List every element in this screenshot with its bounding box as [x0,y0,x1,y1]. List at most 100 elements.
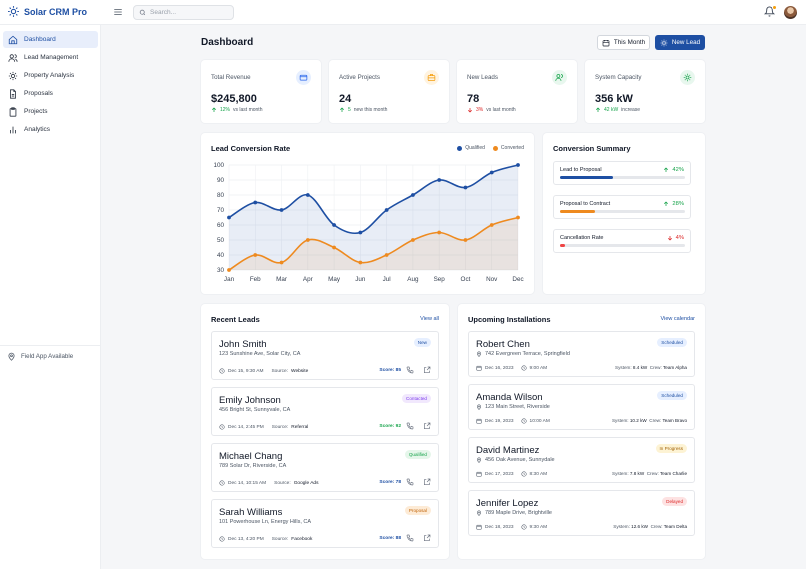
new-lead-label: New Lead [671,39,701,46]
sidebar-item-lead-management[interactable]: Lead Management [3,49,98,66]
lead-score: Score: 92 [379,424,401,429]
system-size: 10.2 kW [629,418,647,423]
conversion-progress-track [560,176,685,179]
stat-card-system-capacity: System Capacity 356 kW 42 kW increase [585,60,705,123]
y-tick-label: 90 [217,177,225,184]
y-tick-label: 40 [217,252,225,259]
avatar[interactable] [784,6,797,19]
open-button[interactable] [423,422,431,430]
sidebar-item-dashboard[interactable]: Dashboard [3,31,98,48]
lead-date: Dec 14, 2:45 PM [228,424,264,430]
system-label: System: [611,418,629,423]
installation-meta: Dec 19, 2023 10:00 AM [476,418,550,424]
installation-address: 123 Main Street, Riverside [476,404,550,410]
conversion-label: Lead to Proposal [560,167,602,173]
search-input[interactable] [150,9,230,16]
lead-actions [406,478,431,486]
stat-icon-badge [424,70,439,85]
legend-item-qualified[interactable]: Qualified [457,145,485,151]
lead-card[interactable]: Michael Chang 789 Solar Dr, Riverside, C… [211,443,439,492]
calendar-icon [476,418,482,424]
notifications-button[interactable] [764,5,777,17]
open-button[interactable] [423,478,431,486]
y-tick-label: 70 [217,207,225,214]
lead-name: Michael Chang [219,451,283,462]
open-button[interactable] [423,366,431,374]
stat-change: 12% vs last month [211,107,262,113]
field-app-label: Field App Available [21,353,74,360]
system-size: 8.4 kW [632,365,648,370]
y-tick-label: 100 [213,162,224,169]
crew-label: Crew: [650,524,663,529]
installation-date: Dec 16, 2023 [485,365,514,371]
installation-card[interactable]: Jennifer Lopez 789 Maple Drive, Brightvi… [468,490,695,536]
notification-dot [772,5,777,10]
hamburger-icon [114,9,122,15]
call-button[interactable] [406,366,414,374]
x-tick-label: Dec [512,276,523,283]
lead-name: Emily Johnson [219,395,281,406]
x-tick-label: Apr [303,276,313,283]
this-month-button[interactable]: This Month [597,35,650,50]
source-label: Source: [271,536,289,542]
lead-score: Score: 85 [379,368,401,373]
conversion-title: Conversion Summary [553,144,631,153]
view-calendar-link[interactable]: View calendar [660,316,695,322]
sidebar-item-property-analysis[interactable]: Property Analysis [3,67,98,84]
sidebar-item-proposals[interactable]: Proposals [3,85,98,102]
users-icon [8,53,18,62]
menu-toggle-button[interactable] [113,7,123,17]
status-badge: In Progress [655,444,687,453]
arrow-up-icon [595,107,601,112]
x-tick-label: Feb [250,276,261,283]
lead-card[interactable]: Emily Johnson 456 Bright St, Sunnyvale, … [211,387,439,436]
call-button[interactable] [406,534,414,542]
installation-card[interactable]: Amanda Wilson 123 Main Street, Riverside… [468,384,695,430]
system-size: 7.8 kW [629,471,645,476]
conversion-progress-track [560,244,685,247]
lead-meta: Dec 13, 4:20 PM Source: Facebook [219,536,312,542]
sidebar-item-projects[interactable]: Projects [3,103,98,120]
y-tick-label: 30 [217,267,225,274]
brand[interactable]: Solar CRM Pro [7,5,87,18]
view-all-link[interactable]: View all [420,316,439,322]
phone-icon [406,422,414,430]
installation-time-wrap: 10:00 AM [521,418,550,424]
stat-value: 356 kW [595,93,633,105]
installation-date: Dec 19, 2023 [485,418,514,424]
crew-name: Team Bravo [662,418,687,423]
arrow-down-icon [467,108,473,113]
sidebar-divider [0,345,100,346]
conversion-label: Cancellation Rate [560,235,604,241]
installation-card[interactable]: Robert Chen 742 Evergreen Terrace, Sprin… [468,331,695,377]
legend-item-converted[interactable]: Converted [492,145,524,151]
lead-meta: Dec 14, 2:45 PM Source: Referral [219,424,308,430]
sidebar-item-analytics[interactable]: Analytics [3,121,98,138]
credit-card-icon [299,74,308,81]
legend-label: Qualified [465,145,485,151]
call-button[interactable] [406,422,414,430]
recent-leads-title: Recent Leads [211,315,260,324]
stat-change-value: 12% [220,107,231,113]
installation-time: 9:30 AM [529,524,548,530]
sidebar-item-label: Dashboard [24,36,56,43]
call-button[interactable] [406,478,414,486]
data-point-converted [516,215,520,220]
source-label: Source: [274,480,291,486]
customer-name: Robert Chen [476,339,530,350]
field-app-link[interactable]: Field App Available [7,352,73,361]
lead-card[interactable]: John Smith 123 Sunshine Ave, Solar City,… [211,331,439,380]
lead-source: Google Ads [293,480,319,486]
x-tick-label: Sep [434,276,446,283]
status-badge: Contacted [402,394,431,403]
lead-card[interactable]: Sarah Williams 101 Powerhouse Ln, Energy… [211,499,439,548]
search-box[interactable] [133,5,234,20]
installation-card[interactable]: David Martinez 456 Oak Avenue, Sunnydale… [468,437,695,483]
lead-source: Website [291,368,309,374]
calendar-icon [476,365,482,371]
new-lead-button[interactable]: New Lead [655,35,705,50]
stat-label: Total Revenue [211,74,251,81]
open-button[interactable] [423,534,431,542]
clock-icon [219,368,225,374]
installation-details: System: 10.2 kW Crew: Team Bravo [612,418,687,423]
